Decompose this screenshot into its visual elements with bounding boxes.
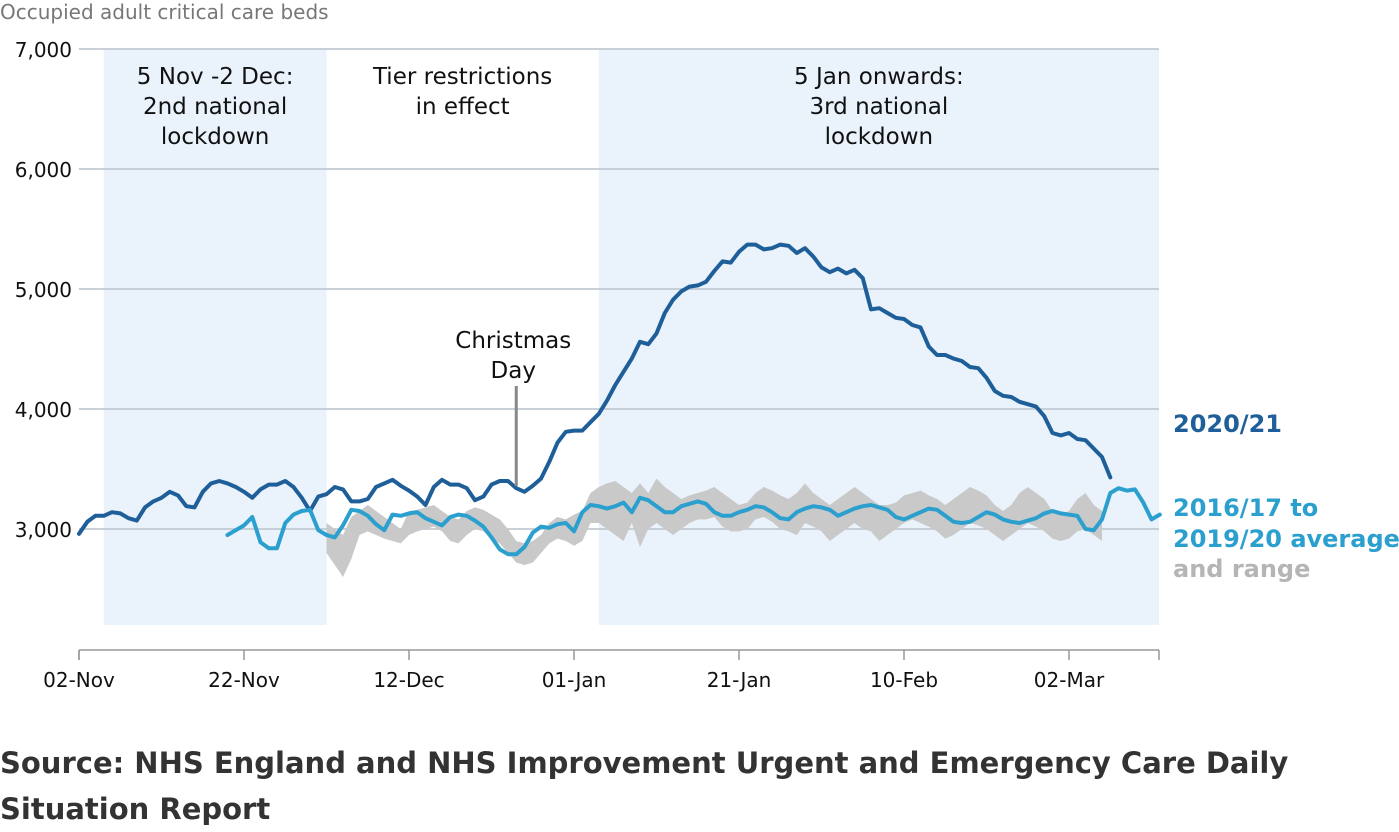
- y-tick-label-1: 4,000: [15, 398, 72, 422]
- x-tick-label-3: 01-Jan: [542, 668, 607, 692]
- y-tick-label-0: 3,000: [15, 518, 72, 542]
- chart-labels: 5 Nov -2 Dec: 2nd national lockdown Tier re…: [137, 64, 964, 486]
- series-lines: [77, 242, 1162, 557]
- period-label-2-line-2: lockdown: [825, 124, 934, 150]
- period-label-1-line-0: Tier restrictions: [372, 64, 552, 90]
- annotation-0-line-1: Day: [491, 358, 536, 384]
- legend-2020-21: 2020/21: [1173, 410, 1282, 438]
- annotation-0-line-0: Christmas: [455, 328, 571, 354]
- x-tick-label-0: 02-Nov: [43, 668, 115, 692]
- series-line-2020-21: [77, 242, 1113, 536]
- x-tick-label-1: 22-Nov: [208, 668, 280, 692]
- x-tick-label-5: 10-Feb: [870, 668, 938, 692]
- period-label-1-line-1: in effect: [416, 94, 510, 120]
- period-label-0-line-1: 2nd national: [143, 94, 287, 120]
- x-tick-label-4: 21-Jan: [707, 668, 772, 692]
- legend-average-line2: 2019/20 average: [1173, 525, 1399, 553]
- y-axis-label: Occupied adult critical care beds: [0, 0, 329, 24]
- period-label-0-line-0: 5 Nov -2 Dec:: [137, 64, 294, 90]
- series-line-average: [225, 486, 1162, 557]
- period-label-2-line-0: 5 Jan onwards:: [794, 64, 964, 90]
- source-note: Source: NHS England and NHS Improvement …: [0, 746, 1289, 826]
- x-tick-label-2: 12-Dec: [373, 668, 444, 692]
- y-tick-label-3: 6,000: [15, 158, 72, 182]
- period-label-2-line-1: 3rd national: [809, 94, 948, 120]
- y-tick-label-2: 5,000: [15, 278, 72, 302]
- x-tick-label-6: 02-Mar: [1034, 668, 1105, 692]
- y-tick-label-4: 7,000: [15, 38, 72, 62]
- axes: 3,000 4,000 5,000 6,000 7,000 02-Nov 22-Nov 12-…: [15, 38, 1160, 692]
- legend-average-line1: 2016/17 to: [1173, 494, 1318, 522]
- period-label-0-line-2: lockdown: [161, 124, 270, 150]
- legend-range: and range: [1173, 555, 1310, 583]
